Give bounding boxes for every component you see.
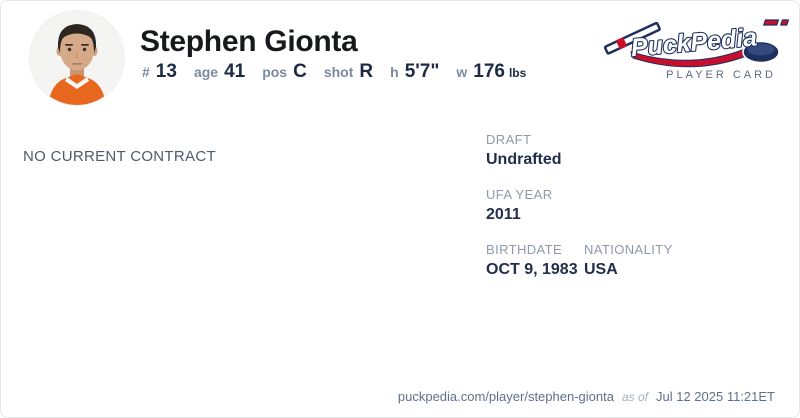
footer: puckpedia.com/player/stephen-gionta as o… bbox=[398, 389, 775, 404]
puck-icon bbox=[742, 40, 780, 64]
puckpedia-logo: PuckPedia bbox=[603, 19, 790, 68]
stat-position: pos C bbox=[262, 61, 307, 82]
player-stats: # 13 age 41 pos C shot R h 5'7" w 176 lb… bbox=[142, 61, 526, 83]
player-name: Stephen Gionta bbox=[140, 25, 358, 58]
detail-label: UFA YEAR bbox=[486, 187, 553, 202]
stat-number: # 13 bbox=[142, 61, 177, 82]
logo-dashes bbox=[762, 19, 790, 26]
detail-value: USA bbox=[584, 261, 618, 278]
detail-ufa-year: UFA YEAR 2011 bbox=[486, 187, 553, 224]
player-page-link[interactable]: puckpedia.com/player/stephen-gionta bbox=[397, 389, 614, 404]
contract-status: NO CURRENT CONTRACT bbox=[23, 148, 216, 165]
as-of-label: as of bbox=[621, 390, 648, 404]
detail-label: DRAFT bbox=[486, 132, 532, 147]
stat-age: age 41 bbox=[193, 61, 246, 82]
player-card-label: PLAYER CARD bbox=[666, 69, 776, 81]
detail-label: BIRTHDATE bbox=[486, 242, 563, 257]
stat-height: h 5'7" bbox=[390, 61, 440, 82]
stat-shot: shot R bbox=[323, 61, 374, 82]
detail-value: 2011 bbox=[486, 206, 521, 223]
detail-value: OCT 9, 1983 bbox=[486, 261, 578, 278]
detail-label: NATIONALITY bbox=[584, 242, 673, 257]
detail-draft: DRAFT Undrafted bbox=[486, 132, 562, 169]
player-photo bbox=[30, 11, 124, 105]
detail-birthdate: BIRTHDATE OCT 9, 1983 bbox=[486, 242, 578, 279]
snapshot-timestamp: Jul 12 2025 11:21ET bbox=[655, 389, 775, 404]
brand-block: PuckPedia PLAYER CARD bbox=[603, 12, 790, 81]
stat-weight: w 176 lbs bbox=[456, 61, 527, 82]
detail-value: Undrafted bbox=[486, 151, 562, 168]
detail-nationality: NATIONALITY USA bbox=[584, 242, 673, 279]
avatar bbox=[29, 10, 125, 106]
hockey-stick-icon bbox=[603, 21, 661, 55]
